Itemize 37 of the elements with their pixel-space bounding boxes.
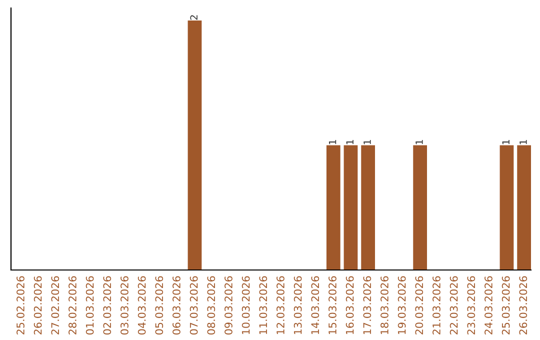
x-tick-label: 08.03.2026 xyxy=(207,276,216,335)
x-tick-label: 11.03.2026 xyxy=(259,276,268,334)
x-tick-label: 21.03.2026 xyxy=(432,276,440,334)
data-label: 1 xyxy=(346,140,354,144)
x-tick-label: 23.03.2026 xyxy=(467,276,476,334)
x-tick-label: 16.03.2026 xyxy=(346,276,354,334)
data-label: 1 xyxy=(502,140,510,144)
x-tick-label: 02.03.2026 xyxy=(103,276,112,335)
x-tick-label: 12.03.2026 xyxy=(276,276,284,334)
x-tick-label: 18.03.2026 xyxy=(380,276,388,334)
x-tick-label: 20.03.2026 xyxy=(415,276,424,334)
x-tick-label: 25.03.2026 xyxy=(502,276,510,334)
x-tick-label: 07.03.2026 xyxy=(190,276,198,335)
x-tick-label: 04.03.2026 xyxy=(138,276,146,335)
x-tick-label: 27.02.2026 xyxy=(51,276,60,334)
x-tick-label: 28.02.2026 xyxy=(68,276,76,334)
x-tick-label: 17.03.2026 xyxy=(363,276,372,334)
x-tick-label: 06.03.2026 xyxy=(172,276,180,335)
x-tick-label: 10.03.2026 xyxy=(242,276,250,334)
data-label: 1 xyxy=(416,140,423,144)
x-tick-label: 15.03.2026 xyxy=(328,276,336,334)
x-tick-label: 14.03.2026 xyxy=(311,276,320,334)
data-label: 1 xyxy=(328,140,336,144)
x-tick-label: 13.03.2026 xyxy=(294,276,302,334)
x-tick-label: 09.03.2026 xyxy=(224,276,232,335)
x-tick-label: 24.03.2026 xyxy=(484,276,492,334)
x-tick-label: 22.03.2026 xyxy=(450,276,458,334)
x-tick-label: 03.03.2026 xyxy=(120,276,128,335)
x-tick-label: 26.03.2026 xyxy=(519,276,528,334)
x-tick-label: 05.03.2026 xyxy=(155,276,164,335)
x-tick-label: 19.03.2026 xyxy=(398,276,406,334)
x-tick-label: 25.02.2026 xyxy=(16,276,24,334)
x-tick-label: 26.02.2026 xyxy=(34,276,42,334)
x-tick-label: 01.03.2026 xyxy=(86,276,94,335)
data-label: 1 xyxy=(364,140,371,144)
data-label: 2 xyxy=(190,15,198,20)
data-label: 1 xyxy=(520,140,527,144)
